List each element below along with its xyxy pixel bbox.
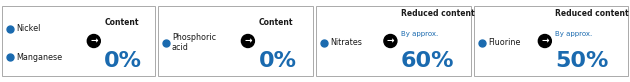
Text: 60%: 60% (401, 51, 454, 71)
Text: Content: Content (105, 18, 139, 27)
Text: Nickel: Nickel (16, 24, 40, 33)
Text: By approx.: By approx. (401, 31, 438, 37)
Circle shape (241, 35, 255, 47)
Bar (2, 6, 155, 76)
Text: Reduced content: Reduced content (401, 9, 474, 18)
Text: Fluorine: Fluorine (488, 38, 520, 47)
Bar (316, 6, 471, 76)
Text: Nitrates: Nitrates (330, 38, 362, 47)
Text: 50%: 50% (555, 51, 609, 71)
Circle shape (384, 35, 397, 47)
Circle shape (88, 35, 100, 47)
Text: Manganese: Manganese (16, 53, 62, 62)
Circle shape (539, 35, 551, 47)
Text: →: → (90, 36, 98, 46)
Bar (474, 6, 628, 76)
Text: →: → (244, 36, 251, 46)
Text: 0%: 0% (258, 51, 296, 71)
Text: →: → (541, 36, 549, 46)
Text: Phosphoric
acid: Phosphoric acid (172, 33, 216, 52)
Text: 0%: 0% (105, 51, 142, 71)
Bar (158, 6, 313, 76)
Text: By approx.: By approx. (555, 31, 593, 37)
Text: →: → (387, 36, 394, 46)
Text: Content: Content (258, 18, 293, 27)
Text: Reduced content: Reduced content (555, 9, 629, 18)
